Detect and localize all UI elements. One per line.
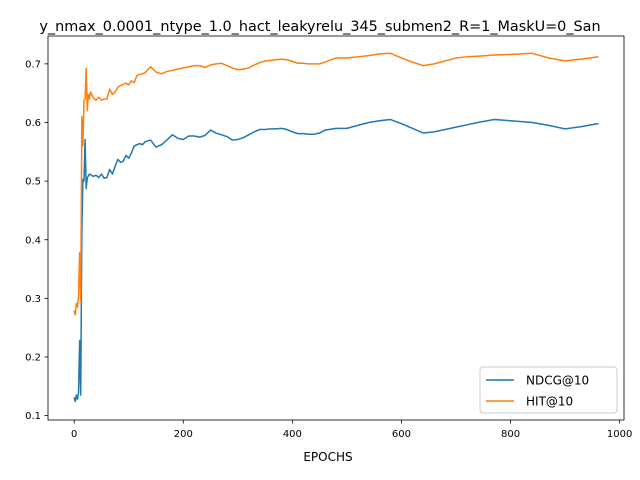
y-tick-label: 0.3 xyxy=(25,294,41,305)
legend: NDCG@10 HIT@10 xyxy=(479,366,618,414)
series-layer xyxy=(73,52,599,403)
plot-frame xyxy=(47,35,625,421)
y-tick-label: 0.2 xyxy=(25,353,41,364)
y-tick-label: 0.5 xyxy=(25,177,41,188)
x-axis-label: EPOCHS xyxy=(303,450,352,464)
legend-label-hit: HIT@10 xyxy=(526,395,573,409)
x-tick-label: 1000 xyxy=(607,429,632,440)
x-tick-label: 400 xyxy=(283,429,302,440)
y-tick-label: 0.4 xyxy=(25,235,41,246)
legend-box xyxy=(479,366,618,414)
y-tick-label: 0.6 xyxy=(25,118,41,129)
x-tick-label: 600 xyxy=(392,429,411,440)
x-tick-label: 200 xyxy=(174,429,193,440)
x-tick-label: 800 xyxy=(501,429,520,440)
x-tick-label: 0 xyxy=(71,429,77,440)
series-line-ndcg xyxy=(73,118,599,403)
legend-label-ndcg: NDCG@10 xyxy=(526,374,589,388)
series-line-hit xyxy=(73,52,599,316)
y-tick-label: 0.7 xyxy=(25,59,41,70)
y-tick-label: 0.1 xyxy=(25,411,41,422)
ticks-layer: 0 200 400 600 800 1000 0.1 0.2 0.3 0.4 0.5 0.6 0.7 xyxy=(25,59,632,440)
chart-title: y_nmax_0.0001_ntype_1.0_hact_leakyrelu_3… xyxy=(39,19,600,35)
